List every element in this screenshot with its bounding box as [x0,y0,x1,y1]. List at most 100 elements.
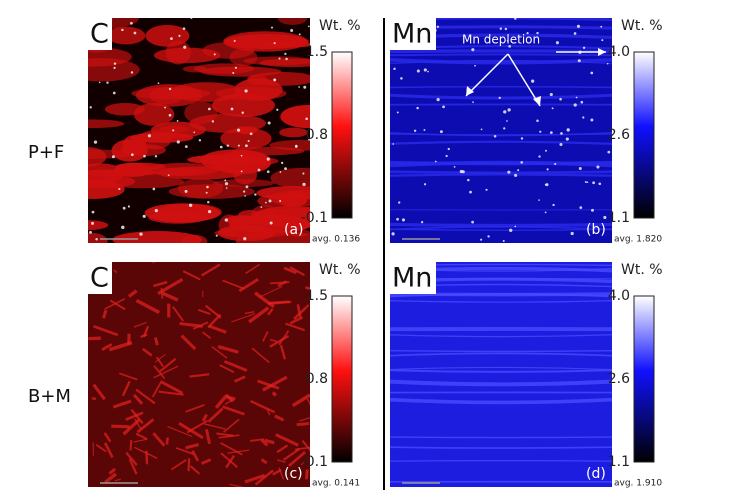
lath [279,344,287,360]
lath [204,423,226,430]
particle [552,203,555,207]
lath [152,262,156,264]
particle [290,28,294,32]
lath [266,409,271,416]
particle [247,139,250,143]
lath [216,432,234,437]
particle [600,25,603,28]
lath [152,432,166,447]
row-label: B+M [28,386,71,407]
particle [559,142,563,147]
lath [92,383,106,401]
band [390,160,612,166]
particle [469,190,472,194]
band [390,334,612,338]
particle [308,138,310,141]
colorbar-tick: -0.1 [301,454,328,470]
lath [276,459,286,464]
map [390,262,612,487]
particle [121,225,125,230]
lath [104,297,126,310]
particle [538,155,541,158]
lath [200,458,212,465]
lath [128,458,138,475]
particle [240,170,243,173]
particle [565,137,569,141]
particle [152,187,156,191]
lath [289,316,304,325]
lath [119,372,138,381]
phase-blob [243,56,310,66]
lath [160,287,164,299]
particle [398,201,401,204]
lath [244,311,255,315]
particle [502,239,505,243]
lath [222,279,245,290]
lath [283,266,298,275]
particle [514,18,517,20]
particle [269,221,273,225]
particle [603,215,607,219]
lath [254,469,274,486]
particle [503,127,506,130]
particle [576,24,581,28]
colorbar-tick: 0.8 [306,371,328,387]
particle [545,149,547,152]
particle [273,78,277,82]
band [390,446,612,449]
lath [224,393,235,403]
lath [291,393,310,408]
lath [153,365,166,379]
particle [190,18,193,20]
arrow-head [533,96,541,106]
particle [506,120,508,122]
particle [549,131,553,134]
particle [98,81,101,84]
particle [536,119,539,123]
lath [204,304,222,319]
particle [582,116,585,119]
element-label: C [90,263,109,294]
particle [579,206,583,209]
colorbar [633,295,655,463]
colorbar-tick: 2.6 [608,371,630,387]
particle [546,168,549,171]
phase-blob [193,63,255,74]
lath [165,437,169,445]
lath [277,280,288,287]
particle [471,48,475,52]
lath [135,388,156,405]
particle [121,28,124,32]
particle [508,45,511,48]
particle [164,106,167,109]
colorbar-tick: 1.5 [306,44,328,60]
lath [130,408,144,425]
lath [158,390,184,396]
annotation: Mn depletion [462,33,540,47]
particle [416,69,420,73]
phase-blob [231,146,305,156]
phase-blob [111,139,148,162]
particle [237,144,240,147]
particle [436,25,440,29]
colorbar-tick: 2.6 [608,127,630,143]
particle [474,64,476,67]
phase-blob [277,18,308,25]
particle [142,214,146,218]
particle [273,42,276,45]
lath [202,331,212,339]
particle [487,235,490,238]
particle [207,201,210,204]
panel-tag: (c) [284,466,303,482]
particle [245,185,249,189]
particle [555,41,559,45]
lath [197,308,211,315]
phase-blob [279,127,308,138]
particle [215,234,218,237]
particle [570,231,574,236]
arrow-head [598,48,606,56]
lath [269,334,290,348]
lath [260,438,269,447]
lath [208,324,227,334]
